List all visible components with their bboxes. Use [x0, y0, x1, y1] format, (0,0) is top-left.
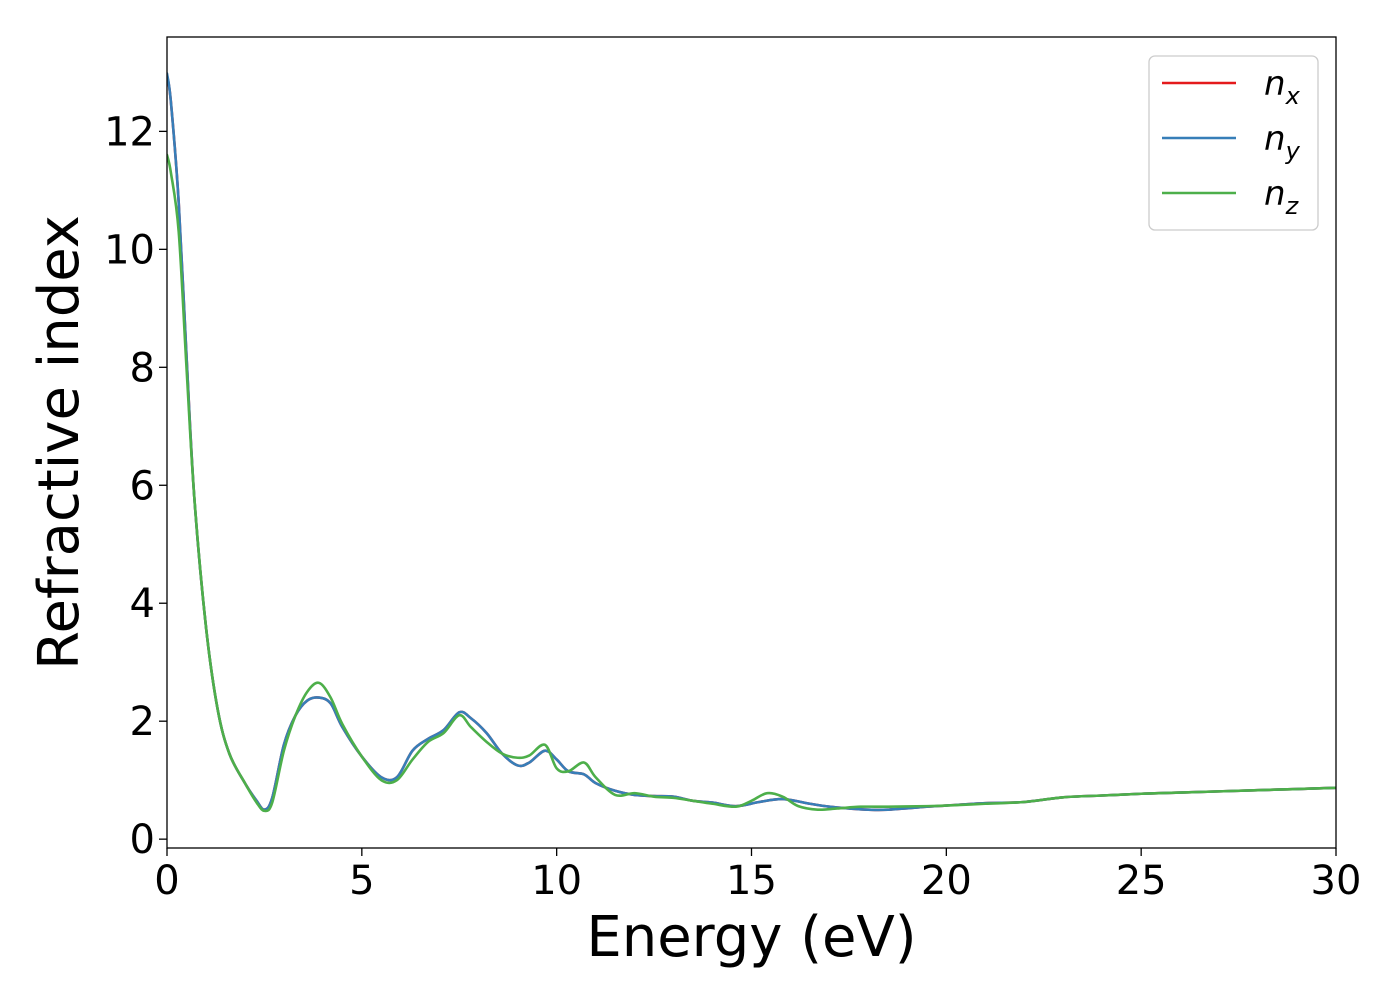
- legend-label: nz: [1264, 174, 1300, 220]
- legend-label-subscript: z: [1285, 192, 1300, 220]
- y-tick-label: 12: [104, 109, 155, 155]
- series-line-nz: [167, 153, 1336, 813]
- legend-label: ny: [1264, 119, 1301, 165]
- y-tick-label: 4: [130, 581, 155, 627]
- legend-label-subscript: y: [1285, 137, 1301, 165]
- legend-label: nx: [1264, 64, 1301, 110]
- legend-label-base: n: [1264, 64, 1286, 104]
- legend-label-base: n: [1264, 119, 1286, 159]
- x-tick-label: 10: [531, 858, 582, 904]
- y-tick-label: 2: [130, 699, 155, 745]
- y-tick-label: 10: [104, 227, 155, 273]
- y-tick-label: 0: [130, 817, 155, 863]
- y-tick-label: 8: [130, 345, 155, 391]
- x-tick-label: 30: [1311, 858, 1362, 904]
- x-axis-title: Energy (eV): [586, 905, 916, 970]
- legend-label-subscript: x: [1285, 82, 1301, 110]
- x-axis-ticks: 0 5 10 15 20 25 30: [154, 848, 1361, 904]
- x-tick-label: 25: [1116, 858, 1167, 904]
- x-tick-label: 0: [154, 858, 179, 904]
- x-tick-label: 20: [921, 858, 972, 904]
- plot-series: [167, 72, 1336, 813]
- y-axis-title: Refractive index: [27, 215, 92, 670]
- legend-item-ny: ny: [1162, 119, 1301, 165]
- legend-label-base: n: [1264, 174, 1286, 214]
- legend-box: [1148, 55, 1319, 231]
- y-axis-ticks: 0 2 4 6 8 10 12: [104, 109, 167, 863]
- legend-item-nx: nx: [1162, 64, 1301, 110]
- y-tick-label: 6: [130, 463, 155, 509]
- x-tick-label: 15: [726, 858, 777, 904]
- x-tick-label: 5: [349, 858, 374, 904]
- legend-item-nz: nz: [1162, 174, 1300, 220]
